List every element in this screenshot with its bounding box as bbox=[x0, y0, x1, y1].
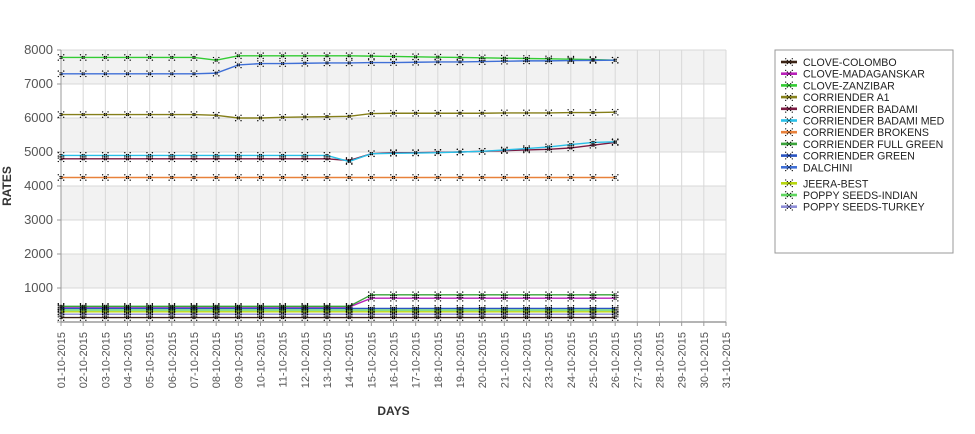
svg-text:POPPY SEEDS-INDIAN: POPPY SEEDS-INDIAN bbox=[803, 190, 918, 202]
svg-text:11-10-2015: 11-10-2015 bbox=[278, 332, 290, 387]
svg-text:13-10-2015: 13-10-2015 bbox=[322, 332, 334, 388]
svg-text:28-10-2015: 28-10-2015 bbox=[655, 332, 667, 388]
svg-text:24-10-2015: 24-10-2015 bbox=[566, 332, 578, 388]
svg-text:16-10-2015: 16-10-2015 bbox=[389, 332, 401, 388]
svg-text:CLOVE-ZANZIBAR: CLOVE-ZANZIBAR bbox=[803, 80, 895, 92]
svg-text:07-10-2015: 07-10-2015 bbox=[189, 332, 201, 388]
svg-text:08-10-2015: 08-10-2015 bbox=[211, 332, 223, 388]
svg-text:02-10-2015: 02-10-2015 bbox=[78, 332, 90, 388]
svg-text:JEERA-BEST: JEERA-BEST bbox=[803, 178, 869, 190]
svg-text:CORRIENDER FULL GREEN: CORRIENDER FULL GREEN bbox=[803, 139, 943, 151]
svg-text:30-10-2015: 30-10-2015 bbox=[699, 332, 711, 388]
svg-text:17-10-2015: 17-10-2015 bbox=[411, 332, 423, 388]
svg-text:CLOVE-MADAGANSKAR: CLOVE-MADAGANSKAR bbox=[803, 69, 925, 81]
svg-text:22-10-2015: 22-10-2015 bbox=[522, 332, 534, 388]
svg-text:06-10-2015: 06-10-2015 bbox=[167, 332, 179, 388]
svg-text:5000: 5000 bbox=[24, 144, 53, 159]
svg-text:25-10-2015: 25-10-2015 bbox=[588, 332, 600, 388]
svg-text:8000: 8000 bbox=[24, 42, 53, 57]
svg-text:CORRIENDER A1: CORRIENDER A1 bbox=[803, 92, 890, 104]
svg-text:19-10-2015: 19-10-2015 bbox=[455, 332, 467, 388]
svg-text:CORRIENDER BADAMI MED: CORRIENDER BADAMI MED bbox=[803, 116, 945, 128]
svg-text:20-10-2015: 20-10-2015 bbox=[477, 332, 489, 388]
svg-text:31-10-2015: 31-10-2015 bbox=[721, 332, 733, 388]
svg-text:4000: 4000 bbox=[24, 178, 53, 193]
svg-text:DAYS: DAYS bbox=[377, 404, 409, 418]
svg-text:12-10-2015: 12-10-2015 bbox=[300, 332, 312, 388]
svg-text:CORRIENDER GREEN: CORRIENDER GREEN bbox=[803, 151, 915, 163]
svg-text:05-10-2015: 05-10-2015 bbox=[145, 332, 157, 388]
svg-text:CLOVE-COLOMBO: CLOVE-COLOMBO bbox=[803, 57, 897, 69]
svg-text:10-10-2015: 10-10-2015 bbox=[256, 332, 268, 388]
svg-text:29-10-2015: 29-10-2015 bbox=[677, 332, 689, 388]
svg-text:09-10-2015: 09-10-2015 bbox=[233, 332, 245, 388]
svg-text:18-10-2015: 18-10-2015 bbox=[433, 332, 445, 388]
svg-text:RATES: RATES bbox=[0, 166, 14, 206]
svg-text:6000: 6000 bbox=[24, 110, 53, 125]
svg-text:7000: 7000 bbox=[24, 76, 53, 91]
svg-text:1000: 1000 bbox=[24, 280, 53, 295]
svg-text:01-10-2015: 01-10-2015 bbox=[56, 332, 68, 388]
svg-text:2000: 2000 bbox=[24, 246, 53, 261]
svg-text:3000: 3000 bbox=[24, 212, 53, 227]
svg-text:21-10-2015: 21-10-2015 bbox=[499, 332, 511, 388]
svg-text:DALCHINI: DALCHINI bbox=[803, 162, 852, 174]
svg-text:15-10-2015: 15-10-2015 bbox=[366, 332, 378, 388]
svg-text:04-10-2015: 04-10-2015 bbox=[123, 332, 135, 388]
svg-text:03-10-2015: 03-10-2015 bbox=[100, 332, 112, 388]
svg-text:14-10-2015: 14-10-2015 bbox=[344, 332, 356, 388]
svg-text:CORRIENDER BADAMI: CORRIENDER BADAMI bbox=[803, 104, 918, 116]
svg-text:POPPY SEEDS-TURKEY: POPPY SEEDS-TURKEY bbox=[803, 202, 925, 214]
svg-text:CORRIENDER BROKENS: CORRIENDER BROKENS bbox=[803, 127, 929, 139]
svg-text:26-10-2015: 26-10-2015 bbox=[610, 332, 622, 388]
svg-text:27-10-2015: 27-10-2015 bbox=[632, 332, 644, 388]
svg-text:23-10-2015: 23-10-2015 bbox=[544, 332, 556, 388]
